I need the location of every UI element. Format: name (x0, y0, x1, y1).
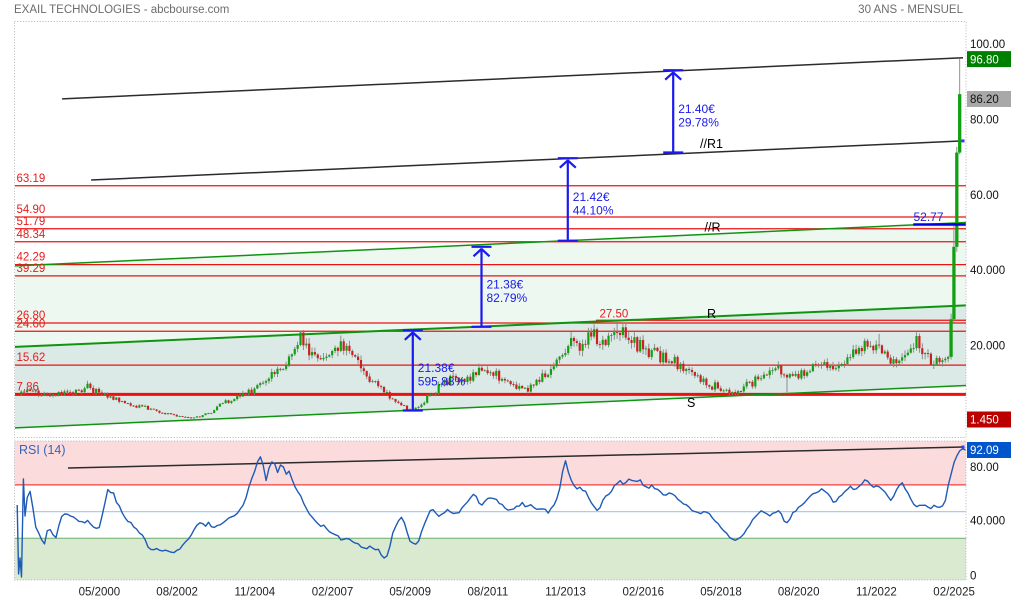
svg-text:60.00: 60.00 (970, 190, 999, 202)
svg-text:20.000: 20.000 (970, 341, 1005, 353)
svg-text:11/2004: 11/2004 (234, 587, 275, 599)
svg-text:96.80: 96.80 (970, 54, 999, 66)
svg-text:52.77: 52.77 (914, 210, 944, 224)
svg-text:11/2022: 11/2022 (856, 587, 897, 599)
svg-text:1.450: 1.450 (970, 415, 999, 427)
svg-text:100.00: 100.00 (970, 39, 1005, 51)
svg-text:S: S (687, 396, 695, 410)
svg-text:0: 0 (970, 571, 976, 583)
svg-text:05/2000: 05/2000 (79, 587, 121, 599)
svg-text:21.38€: 21.38€ (487, 277, 524, 291)
svg-text://R1: //R1 (700, 137, 723, 151)
svg-text:05/2009: 05/2009 (389, 587, 431, 599)
svg-text:80.00: 80.00 (970, 114, 999, 126)
svg-text:05/2018: 05/2018 (700, 587, 742, 599)
svg-text:39.29: 39.29 (17, 263, 46, 275)
svg-text:15.62: 15.62 (17, 352, 46, 364)
svg-text:29.78%: 29.78% (678, 115, 719, 129)
svg-text:21.38€: 21.38€ (418, 361, 455, 375)
svg-text:82.79%: 82.79% (487, 291, 528, 305)
svg-text:40.000: 40.000 (970, 515, 1005, 527)
svg-text:80.00: 80.00 (970, 462, 999, 474)
svg-text:48.34: 48.34 (17, 229, 46, 241)
svg-text:44.10%: 44.10% (573, 203, 614, 217)
svg-text:40.000: 40.000 (970, 265, 1005, 277)
svg-text:42.29: 42.29 (17, 252, 46, 264)
svg-text:27.50: 27.50 (600, 309, 629, 321)
svg-text:595.88%: 595.88% (418, 374, 466, 388)
svg-text:21.40€: 21.40€ (678, 102, 715, 116)
svg-text:08/2011: 08/2011 (468, 587, 509, 599)
svg-text:RSI (14): RSI (14) (19, 443, 66, 457)
svg-text:51.79: 51.79 (17, 216, 46, 228)
svg-text:02/2025: 02/2025 (933, 587, 975, 599)
svg-text:02/2007: 02/2007 (312, 587, 354, 599)
svg-text:86.20: 86.20 (970, 94, 999, 106)
svg-text:11/2013: 11/2013 (545, 587, 586, 599)
svg-text:02/2016: 02/2016 (623, 587, 665, 599)
svg-text:7.86: 7.86 (17, 381, 39, 393)
svg-text:54.90: 54.90 (17, 204, 46, 216)
svg-text:08/2002: 08/2002 (156, 587, 198, 599)
svg-text:26.80: 26.80 (17, 310, 46, 322)
svg-text:24.60: 24.60 (17, 318, 46, 330)
svg-text:08/2020: 08/2020 (778, 587, 820, 599)
svg-text:30 ANS - MENSUEL: 30 ANS - MENSUEL (858, 4, 963, 16)
svg-text:EXAIL TECHNOLOGIES - abcbourse: EXAIL TECHNOLOGIES - abcbourse.com (14, 4, 229, 16)
svg-text://R: //R (705, 221, 721, 235)
svg-text:21.42€: 21.42€ (573, 190, 610, 204)
svg-text:63.19: 63.19 (17, 173, 46, 185)
svg-text:92.09: 92.09 (970, 445, 999, 457)
svg-text:R: R (707, 307, 716, 321)
